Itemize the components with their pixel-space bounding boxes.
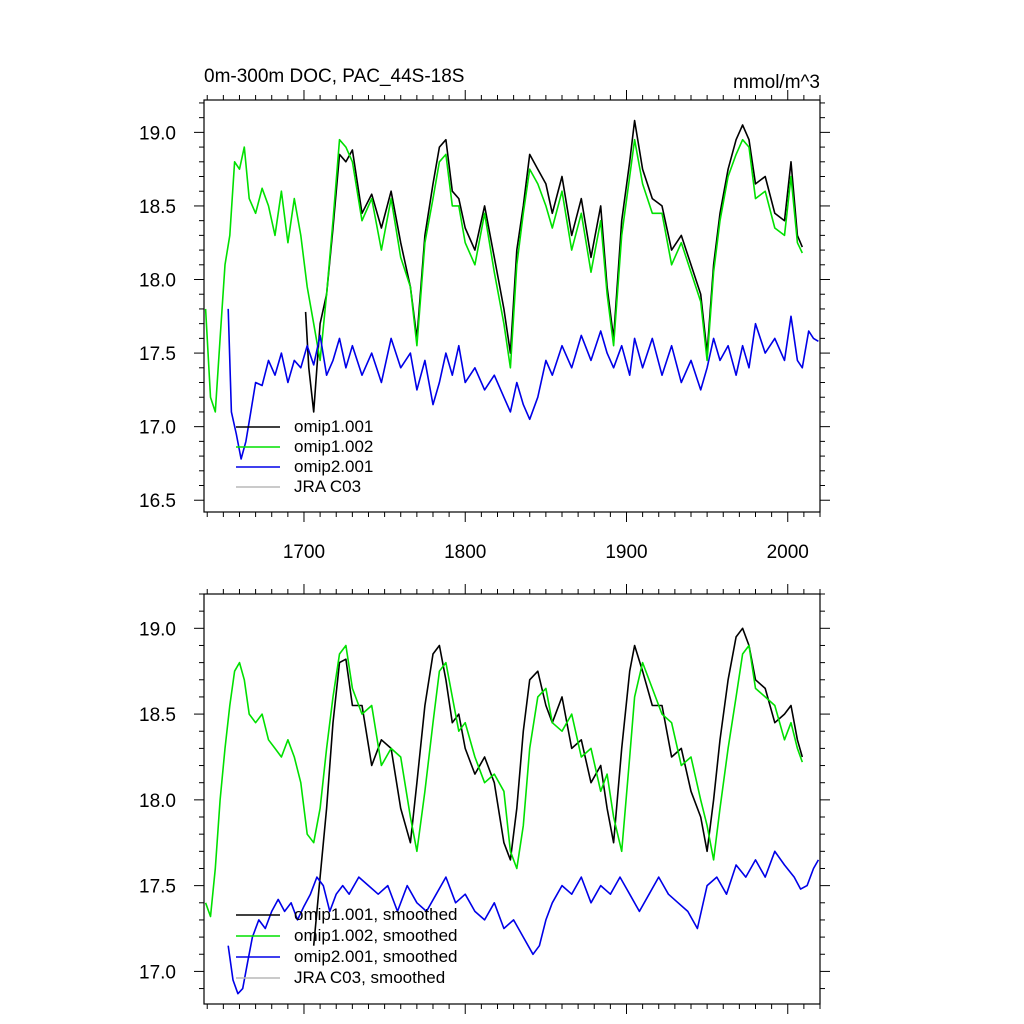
legend-label: omip2.001 — [294, 457, 373, 476]
plot-frame-bottom — [203, 593, 821, 1005]
legend-label: JRA C03 — [294, 477, 361, 496]
y-tick-label: 17.0 — [139, 418, 176, 439]
series-line-omip1-002 — [204, 138, 804, 413]
series-line-omip1-002 — [204, 644, 804, 918]
series-line-omip1-001 — [304, 119, 804, 413]
y-tick-label: 18.5 — [139, 705, 176, 726]
legend-label: omip1.002 — [294, 437, 373, 456]
x-tick-label: 1900 — [605, 542, 647, 563]
raw-panel: 0m-300m DOC, PAC_44S-18S mmol/m^3 1700 18… — [139, 66, 830, 563]
series-line-omip2-001 — [227, 850, 820, 995]
chart-title: 0m-300m DOC, PAC_44S-18S — [204, 66, 464, 87]
y-tick-label: 17.5 — [139, 344, 176, 365]
x-tick-label: 1800 — [444, 542, 486, 563]
y-tick-label: 19.0 — [139, 123, 176, 144]
legend-label: JRA C03, smoothed — [294, 968, 445, 987]
legend-label: omip1.001 — [294, 417, 373, 436]
y-tick-label: 18.0 — [139, 791, 176, 812]
y-tick-label: 18.0 — [139, 271, 176, 292]
y-tick-label: 18.5 — [139, 197, 176, 218]
legend-label: omip1.002, smoothed — [294, 926, 458, 945]
smoothed-panel: 17.0 17.5 18.0 18.5 19.0 omip1.001, smoothed… — [139, 584, 830, 1014]
x-tick-label: 1700 — [283, 542, 325, 563]
y-tick-label: 19.0 — [139, 619, 176, 640]
series-line-omip2-001 — [227, 308, 819, 460]
legend-bottom: omip1.001, smoothed omip1.002, smoothed om… — [236, 905, 458, 987]
y-tick-label: 16.5 — [139, 491, 176, 512]
plot-frame-top — [203, 99, 821, 513]
units-label: mmol/m^3 — [733, 72, 820, 93]
legend-label: omip2.001, smoothed — [294, 947, 458, 966]
x-tick-label: 2000 — [767, 542, 809, 563]
y-tick-label: 17.0 — [139, 962, 176, 983]
y-tick-label: 17.5 — [139, 877, 176, 898]
legend-label: omip1.001, smoothed — [294, 905, 458, 924]
